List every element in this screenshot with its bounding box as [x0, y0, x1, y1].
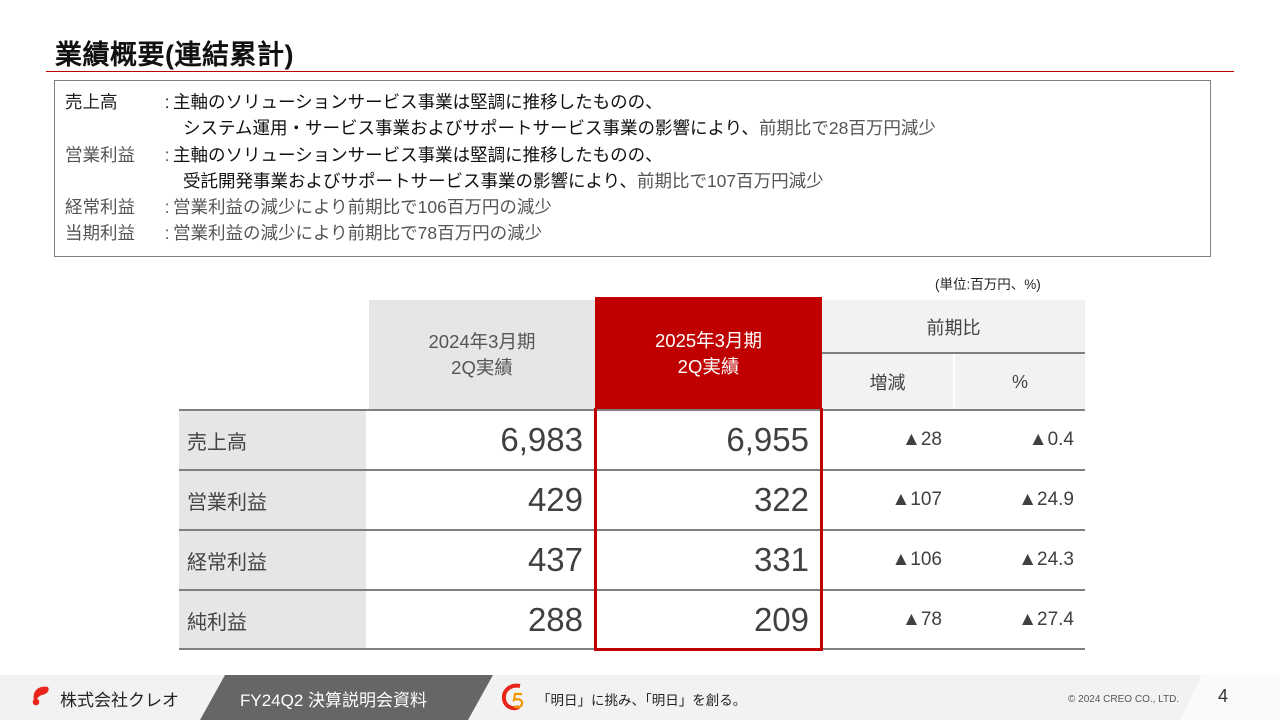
summary-text-muted: 前期比で107百万円減少 [636, 170, 824, 191]
pct-value: ▲0.4 [1028, 429, 1074, 450]
summary-text: 受託開発事業およびサポートサービス事業の影響により、 [183, 170, 637, 191]
table-row: 純利益 288 209 ▲78 ▲27.4 [179, 589, 1085, 649]
summary-text: 主軸のソリューションサービス事業は堅調に推移したものの、 [173, 144, 663, 165]
header-divider [822, 352, 1085, 354]
diff-value: ▲28 [902, 429, 942, 450]
summary-text-muted: 営業利益の減少により前期比で106百万円の減少 [173, 197, 552, 218]
diff-value: ▲107 [891, 489, 942, 510]
curr-value: 322 [753, 481, 809, 518]
prev-value: 437 [527, 541, 583, 578]
summary-line-sales-cont: システム運用・サービス事業およびサポートサービス事業の影響により、前期比で28百… [65, 115, 1210, 141]
prev-value: 429 [527, 481, 583, 518]
summary-text-muted: 前期比で28百万円減少 [758, 118, 936, 139]
slogan: 「明日」に挑み、「明日」を創る。 [537, 693, 747, 708]
summary-text-muted: 営業利益の減少により前期比で78百万円の減少 [173, 223, 543, 244]
curr-value: 331 [753, 541, 809, 578]
summary-line-operating: 営業利益: 主軸のソリューションサービス事業は堅調に推移したものの、 [65, 142, 1210, 168]
summary-text: システム運用・サービス事業およびサポートサービス事業の影響により、 [183, 118, 759, 139]
summary-label: 営業利益 [65, 144, 135, 165]
document-title: FY24Q2 決算説明会資料 [240, 691, 428, 710]
row-label: 営業利益 [179, 471, 366, 529]
page-number: 4 [1218, 686, 1229, 706]
row-label: 純利益 [179, 591, 366, 649]
copyright: © 2024 CREO CO., LTD. [1068, 694, 1180, 705]
prev-value: 288 [527, 601, 583, 638]
curr-value: 209 [753, 601, 809, 638]
diff-value: ▲78 [902, 609, 942, 630]
header-current-year: 2025年3月期 2Q実績 [595, 297, 822, 410]
header-prev-year: 2024年3月期 2Q実績 [369, 300, 595, 410]
company-logo-icon [32, 686, 49, 706]
row-label: 経常利益 [179, 531, 366, 589]
table-row: 経常利益 437 331 ▲106 ▲24.3 [179, 529, 1085, 589]
header-yoy: 前期比 [822, 300, 1085, 353]
page-title: 業績概要(連結累計) [55, 40, 294, 70]
summary-line-operating-cont: 受託開発事業およびサポートサービス事業の影響により、前期比で107百万円減少 [65, 168, 1210, 194]
diff-value: ▲106 [891, 549, 942, 570]
summary-label: 当期利益 [65, 223, 135, 244]
current-year-highlight [594, 408, 823, 651]
title-underline [46, 71, 1234, 72]
header-diff: 増減 [822, 354, 953, 410]
summary-label: 売上高 [65, 92, 118, 112]
header-pct: % [955, 354, 1085, 410]
table-row: 営業利益 429 322 ▲107 ▲24.9 [179, 469, 1085, 529]
company-name: 株式会社クレオ [60, 691, 179, 710]
curr-value: 6,955 [726, 421, 809, 458]
summary-box: 売上高: 主軸のソリューションサービス事業は堅調に推移したものの、 システム運用… [54, 80, 1211, 257]
document-band [200, 675, 493, 720]
row-label: 売上高 [179, 411, 366, 469]
pct-value: ▲24.9 [1018, 489, 1074, 510]
summary-line-net: 当期利益: 営業利益の減少により前期比で78百万円の減少 [65, 220, 1210, 246]
summary-line-ordinary: 経常利益: 営業利益の減少により前期比で106百万円の減少 [65, 194, 1210, 220]
summary-line-sales: 売上高: 主軸のソリューションサービス事業は堅調に推移したものの、 [65, 89, 1210, 115]
unit-note: (単位:百万円、%) [935, 277, 1041, 292]
summary-text: 主軸のソリューションサービス事業は堅調に推移したものの、 [173, 92, 663, 112]
pct-value: ▲27.4 [1018, 609, 1074, 630]
anniversary-logo-icon [501, 683, 524, 711]
table-row: 売上高 6,983 6,955 ▲28 ▲0.4 [179, 409, 1085, 469]
pct-value: ▲24.3 [1018, 549, 1074, 570]
summary-label: 経常利益 [65, 197, 135, 218]
prev-value: 6,983 [500, 421, 583, 458]
